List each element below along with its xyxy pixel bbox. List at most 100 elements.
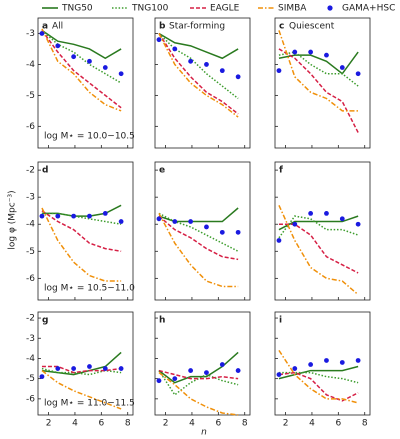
panel-frame xyxy=(154,161,251,301)
series-line xyxy=(278,215,359,239)
data-point xyxy=(355,221,361,227)
data-point xyxy=(339,360,345,365)
data-point xyxy=(102,65,108,70)
data-point xyxy=(102,366,108,371)
x-tick-label: 4 xyxy=(189,419,195,429)
panel-frame xyxy=(37,17,134,149)
series-line xyxy=(278,371,359,384)
series-line xyxy=(278,51,359,75)
x-axis-label: n xyxy=(201,428,207,438)
data-point xyxy=(276,372,282,378)
series-line xyxy=(278,215,359,231)
y-tick-label: -6 xyxy=(26,394,35,404)
data-point xyxy=(324,358,329,363)
series-line xyxy=(278,223,359,274)
panel-title: All xyxy=(52,22,63,32)
series-line xyxy=(41,365,122,374)
data-point xyxy=(118,71,124,77)
data-point xyxy=(156,216,162,222)
data-point xyxy=(172,376,178,382)
data-point xyxy=(324,52,329,58)
data-point xyxy=(324,211,329,216)
series-line xyxy=(158,33,239,115)
data-point xyxy=(235,229,241,235)
x-tick-label: 2 xyxy=(283,419,289,429)
panel-label: d xyxy=(42,166,48,176)
x-tick-label: 4 xyxy=(309,419,315,429)
y-tick-label: -5 xyxy=(26,91,35,101)
panel-frame xyxy=(37,161,134,301)
series-line xyxy=(158,32,239,100)
data-point xyxy=(219,229,225,235)
series-line xyxy=(158,370,239,396)
y-tick-label: -4 xyxy=(26,60,35,70)
y-tick-label: -3 xyxy=(26,29,35,39)
panel-label: f xyxy=(279,166,283,176)
data-point xyxy=(235,74,241,80)
data-point xyxy=(188,58,194,64)
series-line xyxy=(278,30,359,112)
data-point xyxy=(339,216,345,222)
data-point xyxy=(204,224,209,230)
series-line xyxy=(158,212,239,252)
y-tick-label: -2 xyxy=(26,314,35,324)
panel-frame xyxy=(274,161,371,301)
series-line xyxy=(278,349,359,404)
series-line xyxy=(41,29,122,84)
panel-frame xyxy=(274,311,371,416)
x-tick-label: 8 xyxy=(362,419,368,429)
data-point xyxy=(156,37,162,43)
data-point xyxy=(39,374,45,380)
y-tick-label: -3 xyxy=(26,193,35,203)
legend-label: GAMA+HSC xyxy=(342,4,395,14)
panel-label: c xyxy=(279,22,284,32)
data-point xyxy=(188,219,194,224)
y-tick-label: -6 xyxy=(26,122,35,132)
data-point xyxy=(156,378,162,384)
x-tick-label: 2 xyxy=(46,419,52,429)
data-point xyxy=(172,219,178,224)
y-tick-label: -3 xyxy=(26,334,35,344)
panel-frame xyxy=(154,311,251,416)
data-point xyxy=(308,362,314,367)
data-point xyxy=(292,221,298,227)
series-line xyxy=(41,212,122,225)
x-tick-label: 6 xyxy=(335,419,341,429)
data-point xyxy=(39,31,45,36)
panel-label: e xyxy=(159,166,165,176)
data-point xyxy=(118,219,124,224)
y-tick-label: -4 xyxy=(26,220,35,230)
data-point xyxy=(87,213,92,219)
data-point xyxy=(219,362,225,367)
series-line xyxy=(158,371,239,416)
legend-label: SIMBA xyxy=(278,4,307,14)
series-line xyxy=(158,207,239,223)
data-point xyxy=(118,366,124,371)
data-point xyxy=(308,49,314,55)
data-point xyxy=(204,370,209,375)
series-line xyxy=(278,371,359,402)
legend-label: EAGLE xyxy=(210,4,240,14)
data-point xyxy=(55,213,61,219)
panel-label: a xyxy=(42,22,48,32)
legend-label: TNG50 xyxy=(61,4,93,14)
series-line xyxy=(278,365,359,380)
panel-label: b xyxy=(159,22,166,32)
x-tick-label: 8 xyxy=(242,419,248,429)
panel-frame xyxy=(274,17,371,149)
data-point xyxy=(87,58,92,64)
panel-title: Quiescent xyxy=(289,22,335,32)
y-tick-label: -2 xyxy=(26,166,35,176)
legend-label: TNG100 xyxy=(131,4,169,14)
series-line xyxy=(41,351,122,376)
data-point xyxy=(102,211,108,216)
data-point xyxy=(355,71,361,77)
x-tick-label: 2 xyxy=(163,419,169,429)
x-tick-label: 6 xyxy=(215,419,221,429)
data-point xyxy=(308,211,314,216)
y-tick-label: -4 xyxy=(26,354,35,364)
data-point xyxy=(235,368,241,373)
series-line xyxy=(158,351,239,384)
data-point xyxy=(188,368,194,373)
